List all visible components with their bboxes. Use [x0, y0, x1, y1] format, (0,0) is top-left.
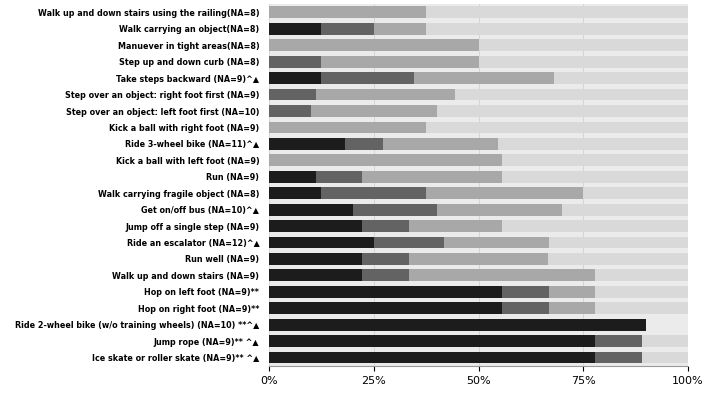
Bar — [269, 23, 321, 35]
Bar — [269, 187, 321, 199]
Bar — [414, 72, 554, 84]
Bar — [316, 171, 362, 182]
Bar — [502, 155, 688, 166]
Bar — [479, 56, 688, 68]
Bar — [595, 335, 641, 347]
Bar — [269, 56, 321, 68]
Bar — [269, 155, 502, 166]
Bar — [321, 72, 414, 84]
Bar — [374, 23, 426, 35]
Bar — [316, 89, 455, 101]
Bar — [269, 122, 426, 133]
Bar — [384, 138, 498, 150]
Bar — [595, 302, 688, 314]
Bar — [269, 72, 321, 84]
Bar — [321, 23, 374, 35]
Bar — [641, 335, 688, 347]
Bar — [409, 220, 501, 232]
Bar — [641, 352, 688, 363]
Bar — [269, 270, 362, 281]
Bar — [498, 138, 688, 150]
Bar — [554, 72, 688, 84]
Bar — [444, 237, 549, 248]
Bar — [374, 237, 444, 248]
Bar — [269, 253, 362, 265]
Bar — [595, 286, 688, 298]
Bar — [549, 286, 595, 298]
Bar — [426, 122, 688, 133]
Bar — [269, 171, 316, 182]
Bar — [346, 138, 384, 150]
Bar — [269, 39, 479, 51]
Bar — [321, 56, 479, 68]
Bar — [595, 352, 641, 363]
Bar — [321, 187, 426, 199]
Bar — [426, 23, 688, 35]
Bar — [269, 89, 316, 101]
Bar — [362, 220, 409, 232]
Bar — [437, 204, 562, 215]
Bar — [362, 171, 501, 182]
Legend: Cannot Do, Very Hard, A little Hard, Easy: Cannot Do, Very Hard, A little Hard, Eas… — [309, 408, 647, 411]
Bar — [269, 319, 646, 330]
Bar — [501, 220, 687, 232]
Bar — [409, 253, 548, 265]
Bar — [311, 105, 437, 117]
Bar — [502, 286, 549, 298]
Bar — [562, 204, 688, 215]
Bar — [548, 253, 687, 265]
Bar — [409, 270, 595, 281]
Bar — [269, 352, 595, 363]
Bar — [269, 138, 346, 150]
Bar — [269, 286, 502, 298]
Bar — [595, 270, 687, 281]
Bar — [269, 335, 595, 347]
Bar — [269, 7, 426, 18]
Bar — [549, 302, 595, 314]
Bar — [426, 187, 583, 199]
Bar — [437, 105, 688, 117]
Bar — [549, 237, 688, 248]
Bar — [269, 237, 374, 248]
Bar — [353, 204, 437, 215]
Bar — [479, 39, 688, 51]
Bar — [362, 253, 409, 265]
Bar — [269, 204, 353, 215]
Bar — [269, 302, 502, 314]
Bar — [269, 220, 362, 232]
Bar — [362, 270, 409, 281]
Bar — [426, 7, 688, 18]
Bar — [501, 171, 687, 182]
Bar — [269, 105, 311, 117]
Bar — [583, 187, 688, 199]
Bar — [502, 302, 549, 314]
Bar — [455, 89, 688, 101]
